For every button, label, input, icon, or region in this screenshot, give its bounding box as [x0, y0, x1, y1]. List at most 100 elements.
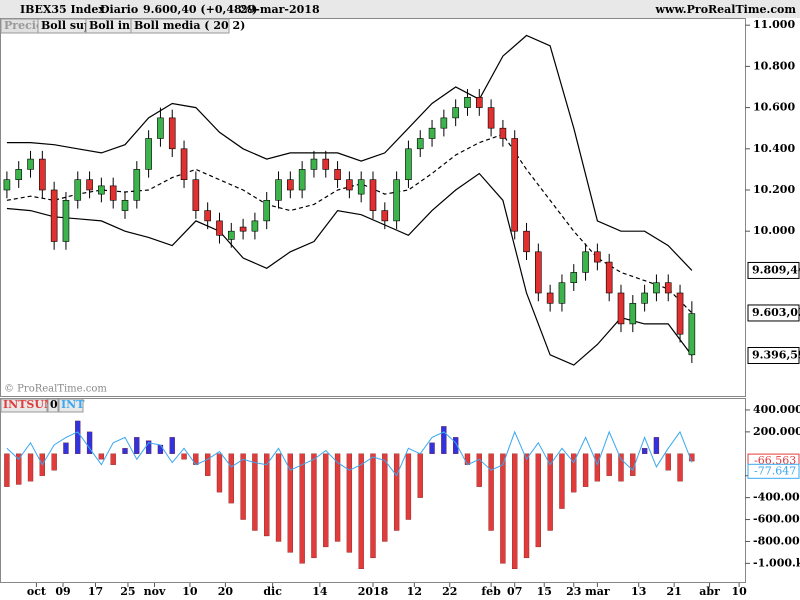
price-label-box	[747, 304, 800, 322]
legend-entry: Boll media ( 20 2)	[134, 19, 245, 32]
intsum-bar	[547, 453, 553, 531]
x-tick-label: 13	[631, 585, 646, 598]
intsum-bar	[205, 453, 211, 476]
intsum-bar	[4, 453, 10, 487]
candle-body	[558, 282, 566, 304]
candle-body	[428, 127, 436, 139]
intsum-bar	[594, 453, 601, 482]
candle-body	[676, 292, 684, 335]
intsum-bar	[75, 420, 81, 454]
int-line	[6, 430, 693, 477]
candle-body	[121, 199, 129, 211]
price-panel	[0, 18, 746, 397]
x-tick-label: feb	[481, 585, 501, 598]
candle-body	[464, 96, 471, 108]
date: 29-mar-2018	[240, 3, 320, 16]
intsum-bar	[98, 453, 105, 460]
x-tick-label: 25	[120, 585, 135, 598]
x-tick-label: nov	[144, 585, 166, 598]
candle-body	[334, 169, 341, 180]
x-tick-label: 20	[218, 585, 234, 598]
legend-entry: Boll inf	[89, 19, 136, 32]
intsum-bar	[134, 437, 140, 454]
x-tick-label: 10	[182, 585, 198, 598]
candle-body	[499, 127, 507, 139]
intsum-bar	[476, 453, 482, 487]
intsum-bar	[453, 437, 459, 454]
intsum-bar	[16, 453, 22, 485]
intsum-bar	[523, 453, 530, 559]
candle-body	[192, 179, 200, 211]
candle-body	[62, 199, 70, 242]
instrument: IBEX35 Index	[20, 3, 105, 16]
candle-body	[98, 185, 105, 195]
candle-body	[204, 210, 211, 222]
candle-body	[227, 230, 235, 240]
intsum-bar	[240, 453, 246, 520]
intsum-bar	[370, 453, 376, 559]
intsum-bar	[535, 453, 541, 548]
intsum-bar	[252, 453, 258, 531]
legend-tab	[58, 398, 84, 413]
candle-body	[511, 138, 519, 232]
y-tick-label: 400.000	[753, 403, 800, 416]
price-label-box	[747, 261, 800, 279]
legend-entry: Boll sup	[41, 19, 92, 32]
candle-body	[74, 179, 82, 201]
candle-body	[393, 179, 400, 222]
indicator-label-box	[747, 463, 800, 479]
x-tick-label: 12	[407, 585, 422, 598]
y-tick-label: 10.000	[753, 224, 795, 237]
candle-body	[605, 261, 613, 294]
intsum-bar	[606, 453, 612, 476]
candle-body	[287, 179, 294, 191]
candle-body	[216, 220, 223, 236]
y-tick-label: -400.000	[753, 491, 800, 504]
x-tick-label: mar	[585, 585, 610, 598]
candle-body	[275, 179, 282, 201]
intsum-bar	[665, 453, 671, 471]
source: www.ProRealTime.com	[655, 3, 797, 16]
intsum-bar	[559, 453, 565, 509]
y-tick-label: 10.600	[753, 101, 795, 114]
intsum-bar	[653, 437, 660, 454]
intsum-bar	[382, 453, 388, 542]
intsum-bar	[464, 453, 471, 465]
legend-entry: Precio	[4, 19, 43, 32]
x-tick-label: dic	[263, 585, 282, 598]
intsum-bar	[641, 448, 648, 454]
x-tick-label: 2018	[358, 585, 389, 598]
intsum-bar	[228, 453, 234, 504]
legend-tab	[130, 18, 230, 34]
candle-body	[346, 179, 353, 191]
candle-body	[50, 189, 58, 242]
candle-body	[157, 117, 164, 139]
x-tick-label: 09	[55, 585, 70, 598]
candle-body	[440, 117, 448, 129]
candle-body	[570, 272, 578, 283]
candle-body	[27, 158, 34, 170]
candle-body	[416, 138, 424, 150]
y-tick-label: 10.400	[753, 142, 795, 155]
candle-body	[322, 158, 330, 170]
candle-body	[405, 148, 412, 180]
y-tick-label: 10.800	[753, 59, 795, 72]
candle-body	[653, 282, 660, 294]
y-tick-label: 11.000	[753, 18, 795, 31]
intsum-bar	[86, 431, 93, 454]
candle-body	[641, 292, 648, 304]
legend-entry: INT	[61, 398, 85, 411]
y-tick-label: -600.000	[753, 513, 800, 526]
x-tick-label: 22	[442, 585, 457, 598]
intsum-bar	[169, 437, 175, 454]
intsum-bar	[393, 453, 400, 531]
x-tick-label: 17	[88, 585, 103, 598]
candle-body	[369, 179, 377, 211]
intsum-bar	[488, 453, 494, 531]
candle-body	[357, 179, 365, 195]
intsum-bar	[275, 453, 282, 542]
indicator-panel	[0, 398, 746, 583]
candle-body	[617, 292, 625, 325]
legend-tab	[0, 398, 48, 413]
